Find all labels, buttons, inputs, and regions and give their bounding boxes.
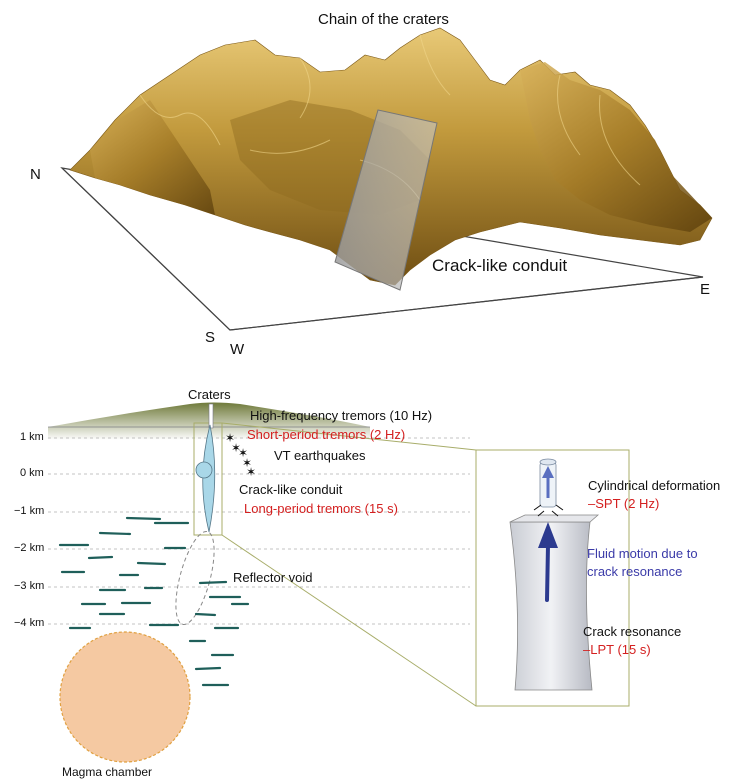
- fracture-dashes: [58, 516, 250, 687]
- terrain-ridge-left: [90, 100, 215, 215]
- fluid-motion-label-1: Fluid motion due to: [587, 546, 698, 561]
- terrain-ridge-right: [520, 62, 712, 232]
- reflector-void-label: Reflector void: [233, 570, 313, 585]
- zoom-box: [193, 422, 223, 536]
- svg-text:✶: ✶: [238, 446, 248, 460]
- inset-cylinder-arrow: [542, 466, 554, 498]
- inset-deformation-arrows: [533, 504, 564, 517]
- zoom-connector-top: [221, 422, 477, 451]
- lpt-label: –LPT (15 s): [583, 642, 651, 657]
- chain-of-craters-title: Chain of the craters: [318, 11, 449, 28]
- svg-text:✶: ✶: [225, 431, 235, 445]
- depth-label-minus2km: −2 km: [14, 542, 45, 554]
- inset-crack-block: [509, 521, 593, 691]
- direction-e: E: [700, 281, 711, 298]
- depth-label-0km: 0 km: [20, 467, 44, 479]
- depth-gridlines: [48, 437, 470, 625]
- magma-chamber: [59, 631, 191, 763]
- depth-label-1km: 1 km: [20, 431, 44, 443]
- hf-tremors-label: High-frequency tremors (10 Hz): [250, 408, 433, 423]
- top-crack-conduit-label: Crack-like conduit: [432, 256, 568, 275]
- reflector-void: [175, 530, 215, 626]
- crack-conduit-plane: [334, 109, 438, 291]
- cylindrical-deformation-label: Cylindrical deformation: [588, 478, 721, 493]
- spt-label: –SPT (2 Hz): [588, 496, 660, 511]
- depth-label-minus4km: −4 km: [14, 617, 45, 629]
- base-plane-edge: [61, 167, 704, 331]
- direction-n: N: [30, 166, 41, 183]
- crack-conduit: [202, 424, 216, 533]
- lp-tremors-label: Long-period tremors (15 s): [244, 501, 398, 516]
- direction-s: S: [205, 329, 216, 346]
- zoom-connector-bottom: [221, 534, 477, 707]
- terrain-panel: [60, 27, 713, 331]
- depth-label-minus3km: −3 km: [14, 580, 45, 592]
- direction-w: W: [230, 341, 245, 358]
- sp-tremors-label: Short-period tremors (2 Hz): [247, 427, 406, 442]
- depth-label-minus1km: −1 km: [14, 505, 45, 517]
- svg-text:✶: ✶: [231, 441, 241, 455]
- craters-label: Craters: [188, 387, 231, 402]
- conduit-bulge: [195, 461, 213, 479]
- inset-cylinder-top: [539, 458, 557, 466]
- inset-crack-top: [509, 514, 600, 523]
- terrain-texture: [139, 34, 641, 201]
- vt-earthquake-stars: ✶ ✶ ✶ ✶ ✶: [225, 431, 256, 479]
- svg-text:✶: ✶: [242, 456, 252, 470]
- vt-earthquakes-label: VT earthquakes: [274, 448, 366, 463]
- fluid-motion-label-2: crack resonance: [587, 564, 683, 579]
- inset-fluid-arrow: [538, 522, 558, 602]
- crater-vent: [208, 403, 214, 429]
- crack-resonance-label: Crack resonance: [583, 624, 682, 639]
- crack-conduit-label: Crack-like conduit: [239, 482, 343, 497]
- magma-chamber-label: Magma chamber: [62, 765, 153, 779]
- svg-text:✶: ✶: [246, 465, 256, 479]
